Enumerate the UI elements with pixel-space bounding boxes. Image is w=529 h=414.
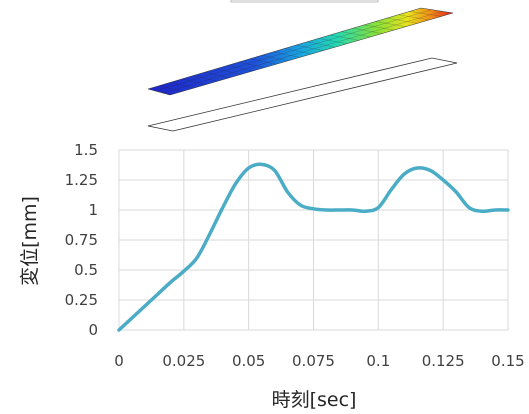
y-tick-label: 0.75 — [65, 231, 98, 249]
mesh-line — [284, 48, 312, 55]
mesh-line — [295, 44, 324, 51]
y-tick-label: 1 — [88, 201, 98, 219]
x-tick-label: 0.025 — [162, 352, 205, 370]
y-tick-labels: 0 0.25 0.5 0.75 1 1.25 1.5 — [65, 141, 98, 339]
model-view — [147, 0, 458, 132]
mesh-line — [329, 34, 359, 41]
y-tick-label: 0.25 — [65, 291, 98, 309]
legend-box-stub — [230, 0, 379, 3]
y-tick-label: 0.5 — [74, 261, 98, 279]
mesh-line — [341, 31, 371, 38]
mesh-line — [182, 78, 206, 85]
mesh-line — [307, 41, 336, 48]
y-axis-title: 変位[mm] — [19, 196, 41, 286]
mesh-line — [261, 55, 288, 62]
mesh-line — [250, 58, 277, 65]
mesh-line — [227, 65, 253, 72]
mesh-line — [386, 17, 418, 24]
mesh-line — [159, 85, 182, 92]
x-axis-title: 時刻[sec] — [272, 389, 357, 411]
y-tick-label: 0 — [88, 321, 98, 339]
x-tick-label: 0.05 — [232, 352, 265, 370]
deformed-plate — [147, 7, 454, 96]
mesh-line — [364, 24, 395, 31]
mesh-line — [352, 28, 383, 34]
mesh-line — [398, 14, 430, 21]
x-tick-label: 0.1 — [366, 352, 390, 370]
x-tick-label: 0.075 — [292, 352, 335, 370]
x-tick-labels: 0 0.025 0.05 0.075 0.1 0.125 0.15 — [114, 352, 524, 370]
series-line — [117, 162, 510, 332]
mesh-line — [238, 61, 265, 68]
plate-mesh-lines — [155, 9, 443, 94]
mesh-line — [273, 51, 300, 58]
x-tick-label: 0.125 — [422, 352, 465, 370]
y-tick-label: 1.25 — [65, 171, 98, 189]
undeformed-plate — [147, 57, 458, 132]
mesh-line — [193, 75, 218, 82]
x-tick-label: 0 — [114, 352, 124, 370]
y-tick-label: 1.5 — [74, 141, 98, 159]
mesh-line — [155, 9, 432, 92]
mesh-line — [375, 21, 406, 27]
mesh-line — [318, 38, 347, 44]
grid — [118, 149, 509, 331]
mesh-line — [162, 11, 443, 94]
mesh-line — [409, 11, 442, 17]
mesh-line — [204, 71, 230, 79]
mesh-line — [170, 82, 194, 89]
x-tick-label: 0.15 — [491, 352, 524, 370]
mesh-line — [216, 68, 241, 75]
